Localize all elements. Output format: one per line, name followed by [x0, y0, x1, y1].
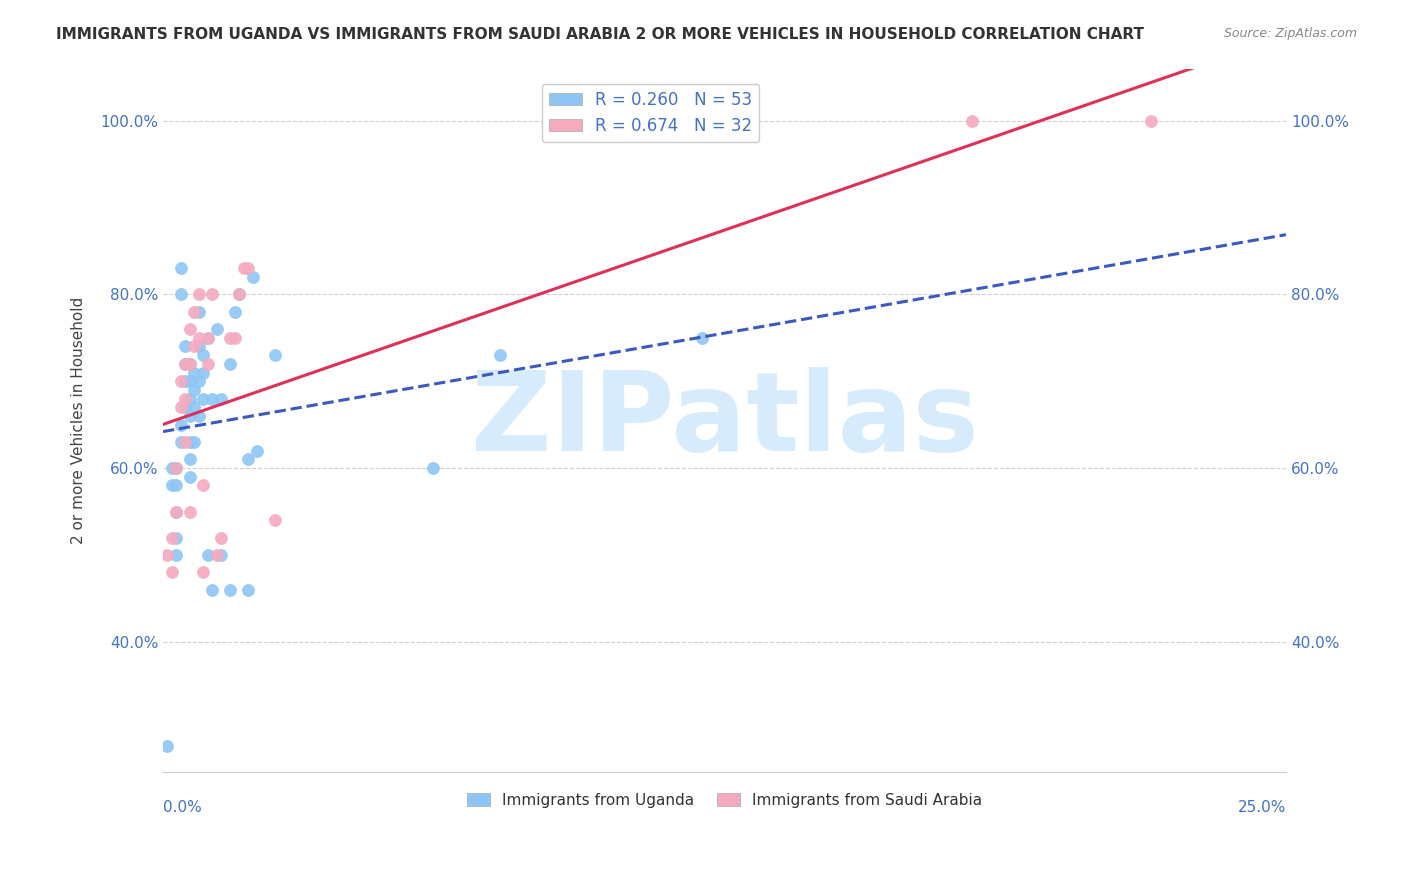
- Point: [179, 452, 201, 467]
- Text: 25.0%: 25.0%: [1237, 800, 1286, 815]
- Point: [179, 435, 201, 450]
- Point: [174, 357, 197, 371]
- Point: [166, 478, 188, 492]
- Point: [690, 331, 713, 345]
- Point: [160, 461, 183, 475]
- Point: [246, 443, 269, 458]
- Point: [264, 348, 287, 362]
- Point: [166, 504, 188, 518]
- Point: [174, 392, 197, 406]
- Point: [160, 531, 183, 545]
- Point: [205, 322, 228, 336]
- Point: [156, 548, 179, 562]
- Point: [174, 401, 197, 415]
- Point: [170, 435, 193, 450]
- Point: [232, 261, 254, 276]
- Point: [179, 374, 201, 388]
- Text: ZIPatlas: ZIPatlas: [471, 367, 979, 474]
- Point: [197, 548, 219, 562]
- Point: [224, 304, 246, 318]
- Point: [183, 304, 205, 318]
- Point: [209, 531, 232, 545]
- Point: [960, 113, 983, 128]
- Point: [238, 452, 260, 467]
- Point: [197, 331, 219, 345]
- Point: [187, 374, 209, 388]
- Point: [166, 461, 188, 475]
- Point: [170, 287, 193, 301]
- Point: [228, 287, 250, 301]
- Point: [1140, 113, 1163, 128]
- Text: Source: ZipAtlas.com: Source: ZipAtlas.com: [1223, 27, 1357, 40]
- Point: [183, 366, 205, 380]
- Point: [209, 548, 232, 562]
- Point: [166, 461, 188, 475]
- Point: [201, 287, 224, 301]
- Point: [179, 392, 201, 406]
- Point: [179, 357, 201, 371]
- Point: [205, 548, 228, 562]
- Point: [187, 339, 209, 353]
- Point: [193, 566, 215, 580]
- Point: [174, 435, 197, 450]
- Point: [183, 339, 205, 353]
- Point: [201, 582, 224, 597]
- Point: [179, 409, 201, 423]
- Point: [183, 435, 205, 450]
- Point: [219, 357, 242, 371]
- Point: [187, 331, 209, 345]
- Point: [183, 383, 205, 397]
- Point: [179, 469, 201, 483]
- Y-axis label: 2 or more Vehicles in Household: 2 or more Vehicles in Household: [72, 297, 86, 544]
- Point: [170, 401, 193, 415]
- Point: [179, 504, 201, 518]
- Point: [219, 582, 242, 597]
- Point: [224, 331, 246, 345]
- Point: [193, 348, 215, 362]
- Point: [193, 392, 215, 406]
- Point: [166, 504, 188, 518]
- Point: [160, 566, 183, 580]
- Point: [187, 304, 209, 318]
- Point: [170, 417, 193, 432]
- Point: [179, 322, 201, 336]
- Point: [422, 461, 444, 475]
- Text: 0.0%: 0.0%: [163, 800, 201, 815]
- Point: [242, 270, 264, 285]
- Point: [174, 374, 197, 388]
- Point: [187, 287, 209, 301]
- Point: [228, 287, 250, 301]
- Point: [489, 348, 512, 362]
- Point: [179, 357, 201, 371]
- Point: [174, 339, 197, 353]
- Point: [156, 739, 179, 753]
- Point: [170, 261, 193, 276]
- Point: [174, 357, 197, 371]
- Point: [201, 392, 224, 406]
- Point: [193, 366, 215, 380]
- Point: [183, 401, 205, 415]
- Point: [219, 331, 242, 345]
- Point: [264, 513, 287, 527]
- Point: [166, 548, 188, 562]
- Point: [160, 478, 183, 492]
- Point: [170, 374, 193, 388]
- Text: IMMIGRANTS FROM UGANDA VS IMMIGRANTS FROM SAUDI ARABIA 2 OR MORE VEHICLES IN HOU: IMMIGRANTS FROM UGANDA VS IMMIGRANTS FRO…: [56, 27, 1144, 42]
- Point: [209, 392, 232, 406]
- Point: [193, 478, 215, 492]
- Point: [197, 331, 219, 345]
- Point: [187, 409, 209, 423]
- Point: [238, 582, 260, 597]
- Point: [166, 531, 188, 545]
- Point: [197, 357, 219, 371]
- Legend: Immigrants from Uganda, Immigrants from Saudi Arabia: Immigrants from Uganda, Immigrants from …: [461, 787, 988, 814]
- Point: [238, 261, 260, 276]
